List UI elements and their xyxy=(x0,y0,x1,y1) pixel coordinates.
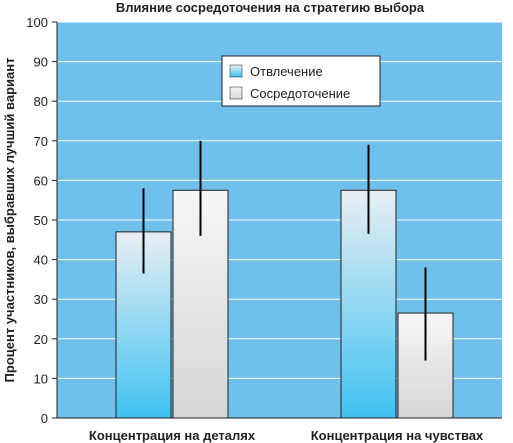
y-tick-label-40: 40 xyxy=(34,253,48,268)
category-label-details: Концентрация на деталях xyxy=(89,428,256,443)
category-label-feelings: Концентрация на чувствах xyxy=(311,428,484,443)
y-tick-label-70: 70 xyxy=(34,134,48,149)
legend: Отвлечение Сосредоточение xyxy=(221,55,381,107)
y-tick-label-50: 50 xyxy=(34,213,48,228)
y-tick-label-60: 60 xyxy=(34,173,48,188)
y-tick-label-100: 100 xyxy=(26,15,48,30)
legend-label-distraction: Отвлечение xyxy=(250,64,323,79)
y-tick-label-80: 80 xyxy=(34,94,48,109)
y-tick-label-20: 20 xyxy=(34,332,48,347)
y-tick-label-0: 0 xyxy=(41,411,48,426)
chart-title: Влияние сосредоточения на стратегию выбо… xyxy=(116,0,425,15)
legend-swatch-distraction xyxy=(229,64,243,78)
y-tick-label-90: 90 xyxy=(34,55,48,70)
y-tick-label-10: 10 xyxy=(34,371,48,386)
legend-box xyxy=(221,55,381,107)
legend-swatch-focus xyxy=(229,86,243,100)
y-tick-label-30: 30 xyxy=(34,292,48,307)
error-bars xyxy=(142,140,427,361)
y-tick-labels: 0 10 20 30 40 50 60 70 80 90 100 xyxy=(26,15,57,426)
legend-label-focus: Сосредоточение xyxy=(250,86,350,101)
y-axis-label: Процент участников, выбравших лучший вар… xyxy=(2,58,17,383)
